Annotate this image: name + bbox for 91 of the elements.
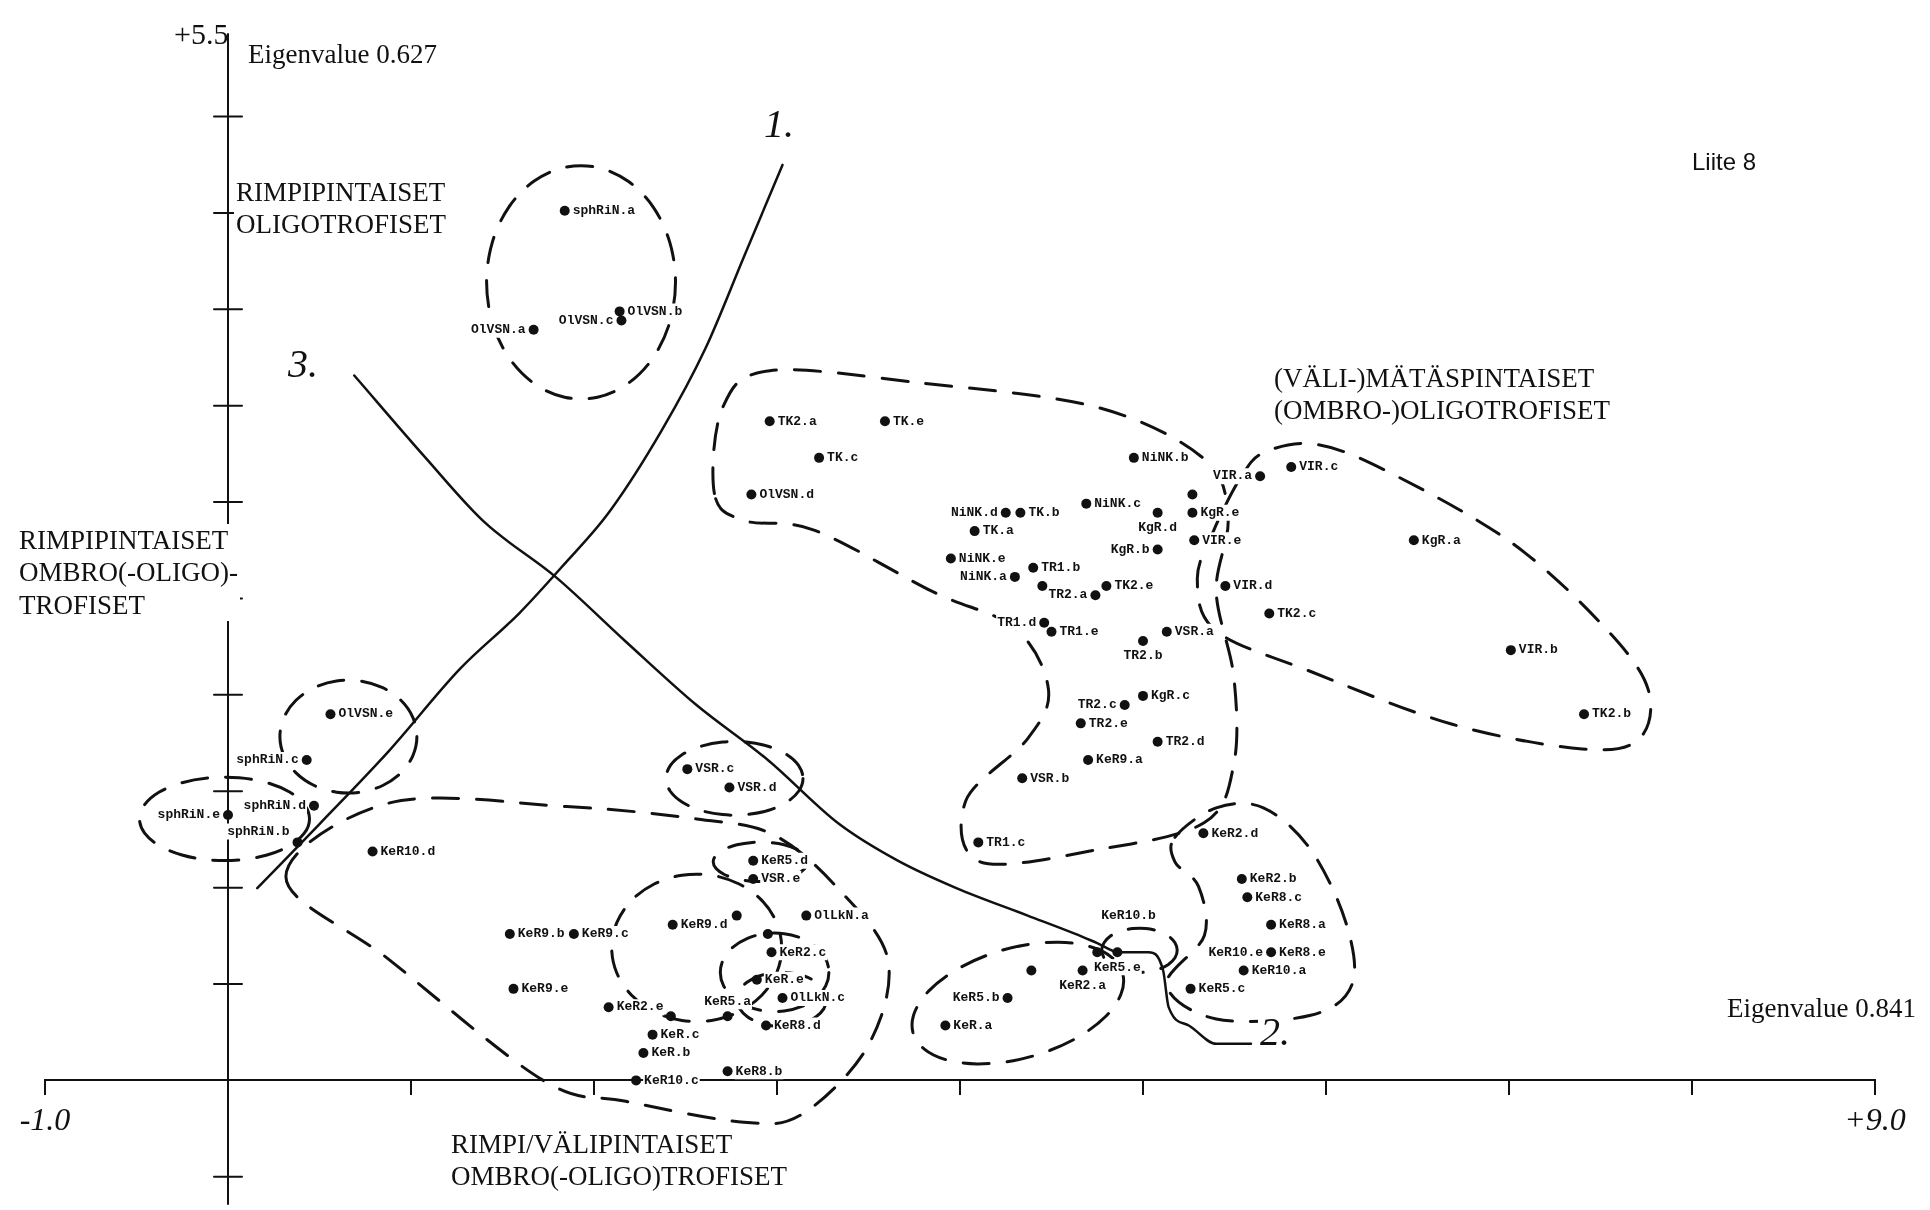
annotation: TK2.e	[1114, 578, 1154, 594]
annotation: KeR.b	[651, 1045, 691, 1061]
annotation: KeR9.d	[680, 917, 728, 933]
annotation: KeR10.b	[1101, 907, 1157, 923]
annotation: KeR2.c	[779, 944, 827, 960]
annotation: TR1.b	[1041, 560, 1081, 576]
annotation: NiNK.a	[960, 569, 1008, 585]
annotation: KeR5.e	[1093, 959, 1141, 975]
x-axis-title: Eigenvalue 0.841	[1725, 992, 1918, 1025]
annotation: KgR.d	[1138, 520, 1178, 536]
annotation: TR2.a	[1048, 587, 1088, 603]
annotation: NiNK.c	[1094, 495, 1142, 511]
annotation: KeR5.a	[704, 993, 752, 1009]
text: Eigenvalue 0.627	[246, 38, 439, 71]
annotation: KeR8.c	[1255, 889, 1303, 905]
annotation: KeR2.b	[1249, 871, 1297, 887]
annotation: VSR.a	[1174, 624, 1214, 640]
annotation: VIR.b	[1518, 642, 1559, 658]
annotation: OlVSN.c	[558, 312, 614, 328]
annotation: TR2.d	[1165, 733, 1205, 749]
annotation: TR1.e	[1059, 624, 1099, 640]
annotation: TK2.a	[777, 413, 817, 429]
annotation: sphRiN.d	[243, 798, 307, 814]
annotation: VIR.a	[1213, 468, 1253, 484]
annotation: TR2.c	[1077, 697, 1117, 713]
text: RIMPI/VÄLIPINTAISET OMBRO(-OLIGO)TROFISET	[449, 1128, 789, 1193]
annotation: VIR.e	[1202, 532, 1242, 548]
annotation: TK2.c	[1277, 605, 1317, 621]
annotation: TK2.b	[1592, 706, 1632, 722]
annotation: 3.	[286, 340, 320, 388]
annotation: RIMPIPINTAISET OLIGOTROFISET	[234, 176, 448, 241]
annotation: VIR.d	[1233, 578, 1273, 594]
annotation: KeR8.d	[774, 1017, 821, 1033]
annotation: Liite 8	[1690, 148, 1759, 177]
annotation: KeR5.c	[1198, 981, 1246, 997]
annotation: TK.b	[1028, 505, 1060, 521]
annotation: KeR10.a	[1251, 962, 1307, 978]
annotation: OlLkN.c	[790, 990, 846, 1006]
annotation: KeR9.a	[1096, 752, 1144, 768]
annotation: KeR8.e	[1279, 944, 1327, 960]
annotation: KeR9.c	[581, 926, 629, 942]
annotation: KeR2.a	[1059, 977, 1107, 993]
annotation: TR2.b	[1123, 648, 1163, 664]
annotation: TR2.e	[1088, 715, 1128, 731]
annotation: OlVSN.d	[759, 486, 814, 502]
annotation: KeR2.d	[1211, 825, 1259, 841]
annotation: KeR2.e	[616, 999, 664, 1015]
annotation: NiNK.b	[1141, 450, 1189, 466]
annotation: KeR10.e	[1208, 944, 1264, 960]
annotation: sphRiN.e	[157, 807, 221, 823]
annotation: OlLkN.a	[814, 907, 870, 923]
annotation: TK.e	[892, 413, 925, 429]
annotation: 2.	[1258, 1008, 1292, 1056]
annotation: sphRiN.b	[227, 823, 290, 839]
annotation: KeR.e	[764, 971, 805, 987]
annotation: TK.a	[982, 523, 1015, 539]
annotation: (VÄLI-)MÄTÄSPINTAISET (OMBRO-)OLIGOTROFISET	[1272, 362, 1612, 427]
annotation: TK.c	[827, 450, 859, 466]
annotation: KgR.a	[1421, 532, 1462, 548]
annotation: KeR8.a	[1279, 917, 1327, 933]
annotation: NiNK.e	[958, 550, 1006, 566]
annotation: OlVSN.b	[627, 303, 683, 319]
x-tick-label: +9.0	[1844, 1101, 1906, 1138]
annotation: NiNK.d	[950, 505, 998, 521]
annotation: KeR.c	[660, 1026, 700, 1042]
annotation: KgR.b	[1110, 541, 1150, 557]
annotation: VSR.e	[761, 871, 801, 887]
annotation: KeR10.c	[644, 1072, 699, 1088]
annotation: TR1.d	[997, 614, 1037, 630]
annotation: sphRiN.a	[572, 202, 636, 218]
annotation: KeR.a	[953, 1017, 993, 1033]
annotation: KeR9.b	[517, 926, 565, 942]
annotation: OlVSN.e	[338, 706, 394, 722]
annotation: VSR.c	[695, 761, 735, 777]
x-tick-label: -1.0	[19, 1101, 71, 1138]
annotation: TR1.c	[986, 834, 1026, 850]
annotation: KgR.e	[1200, 505, 1240, 521]
annotation: KeR9.e	[521, 981, 569, 997]
annotation: VIR.c	[1299, 459, 1339, 475]
text: 1.	[762, 100, 796, 148]
annotation: sphRiN.c	[236, 752, 299, 768]
annotation: VSR.d	[737, 779, 777, 795]
annotation: KeR5.d	[761, 852, 809, 868]
annotation: RIMPIPINTAISET OMBRO(-OLIGO)- TROFISET	[17, 524, 240, 622]
annotation: OlVSN.a	[471, 321, 526, 337]
text: +5.5	[173, 16, 230, 52]
annotation: KeR8.b	[735, 1063, 783, 1079]
annotation: KeR10.d	[380, 843, 436, 859]
annotation: KgR.c	[1151, 688, 1191, 704]
annotation: VSR.b	[1030, 770, 1070, 786]
annotation: KeR5.b	[952, 990, 1000, 1006]
